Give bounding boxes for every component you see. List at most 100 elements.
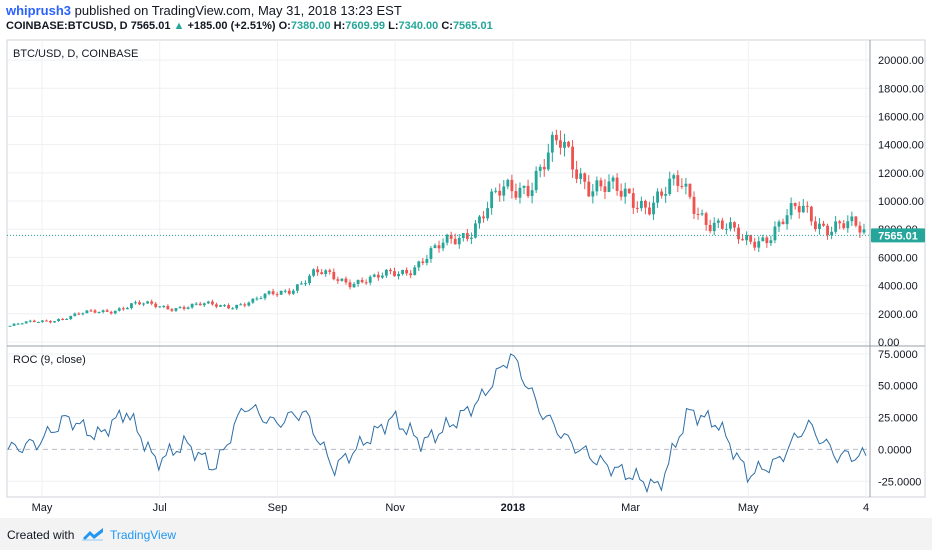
roc-tick-label: 75.0000: [878, 349, 918, 361]
candle-body: [437, 245, 441, 249]
candle-body: [700, 213, 704, 215]
candle-body: [146, 301, 150, 304]
candle-body: [101, 310, 105, 312]
candle-body: [158, 306, 162, 308]
candle-body: [741, 239, 744, 241]
roc-tick-label: 25.0000: [878, 413, 918, 425]
candle-body: [830, 231, 834, 236]
candle-body: [243, 304, 247, 306]
candle-body: [818, 223, 821, 230]
candle-body: [664, 193, 668, 196]
candle-body: [352, 283, 356, 288]
candle-body: [372, 274, 376, 277]
open-label: O:: [278, 20, 291, 32]
candle-body: [49, 321, 52, 323]
time-tick-label: Mar: [621, 502, 640, 514]
candle-body: [599, 180, 603, 187]
close-label: C:: [441, 20, 453, 32]
candle-body: [769, 240, 773, 244]
candle-body: [660, 191, 664, 196]
candle-body: [32, 320, 36, 322]
candle-body: [773, 226, 777, 241]
candle-body: [8, 325, 12, 327]
candle-body: [178, 307, 182, 309]
time-tick-label: Sep: [268, 502, 288, 514]
candle-body: [429, 248, 433, 259]
candle-body: [745, 235, 749, 241]
candle-body: [838, 221, 842, 224]
chart-frame: [6, 39, 926, 498]
candle-body: [166, 306, 170, 310]
candlestick-series: [8, 129, 866, 327]
price-axis[interactable]: 20000.00 18000.00 16000.00 14000.00 12000.00…: [878, 55, 924, 349]
time-tick-label: 4: [863, 502, 869, 514]
candle-body: [316, 269, 320, 273]
candle-body: [356, 279, 360, 284]
candle-body: [384, 269, 388, 276]
candle-body: [174, 308, 178, 311]
candle-body: [688, 183, 692, 197]
roc-tick-label: 0.0000: [878, 444, 912, 456]
candle-body: [69, 315, 73, 319]
candle-body: [121, 308, 125, 310]
roc-axis[interactable]: 75.0000 50.0000 25.0000 0.0000 -25.0000: [878, 349, 921, 488]
candle-body: [615, 177, 619, 191]
candle-body: [510, 179, 514, 192]
tradingview-link[interactable]: TradingView: [110, 528, 177, 542]
candle-body: [712, 222, 716, 232]
tradingview-logo-icon[interactable]: [82, 527, 104, 544]
candle-body: [40, 320, 44, 322]
candle-body: [401, 269, 405, 274]
roc-line: [7, 353, 867, 494]
candle-body: [61, 319, 65, 321]
close-value: 7565.01: [452, 20, 493, 32]
candle-body: [231, 308, 235, 310]
publisher-line: whiprush3 published on TradingView.com, …: [6, 3, 402, 18]
candle-body: [142, 303, 145, 305]
candle-body: [676, 175, 680, 186]
publisher-username[interactable]: whiprush3: [6, 3, 72, 18]
candle-body: [109, 311, 113, 314]
candle-body: [186, 307, 190, 309]
candle-body: [449, 234, 453, 239]
candle-body: [368, 276, 372, 283]
last-price-tag-label: 7565.01: [878, 230, 918, 242]
candle-body: [150, 301, 154, 304]
candle-body: [275, 294, 279, 296]
candle-body: [656, 191, 659, 203]
candle-body: [364, 282, 368, 284]
price-pane-title: BTC/USD, D, COINBASE: [13, 48, 138, 60]
candle-body: [194, 303, 198, 305]
candle-body: [312, 269, 315, 276]
low-label: L:: [388, 20, 399, 32]
price-tick-label: 18000.00: [878, 83, 924, 95]
candle-body: [526, 185, 530, 197]
high-value: 7609.99: [345, 20, 386, 32]
candle-body: [36, 321, 40, 323]
candle-body: [413, 267, 417, 276]
candle-body: [24, 321, 28, 324]
candle-body: [482, 216, 485, 219]
candle-body: [45, 320, 48, 322]
price-tick-label: 16000.00: [878, 111, 924, 123]
candle-body: [550, 134, 554, 153]
candle-body: [28, 320, 32, 322]
ohlc-line: COINBASE:BTCUSD, D 7565.01 ▲ +185.00 (+2…: [6, 20, 493, 32]
candle-body: [554, 134, 558, 141]
candle-body: [490, 191, 494, 209]
high-label: H:: [333, 20, 346, 32]
candle-body: [733, 222, 736, 228]
chart-area[interactable]: 20000.00 18000.00 16000.00 14000.00 12000.00…: [0, 0, 932, 518]
candle-body: [162, 306, 166, 308]
candle-body: [198, 303, 202, 306]
price-tick-label: 4000.00: [878, 281, 918, 293]
candle-body: [328, 270, 332, 272]
candle-body: [263, 293, 267, 299]
candle-body: [441, 242, 445, 249]
last-price-value: 7565.01: [130, 20, 171, 32]
price-tick-label: 10000.00: [878, 196, 924, 208]
roc-tick-label: -25.0000: [878, 476, 921, 488]
time-axis[interactable]: May Jul Sep Nov 2018 Mar May 4: [32, 502, 869, 514]
candle-body: [603, 186, 607, 192]
candle-body: [862, 229, 866, 233]
